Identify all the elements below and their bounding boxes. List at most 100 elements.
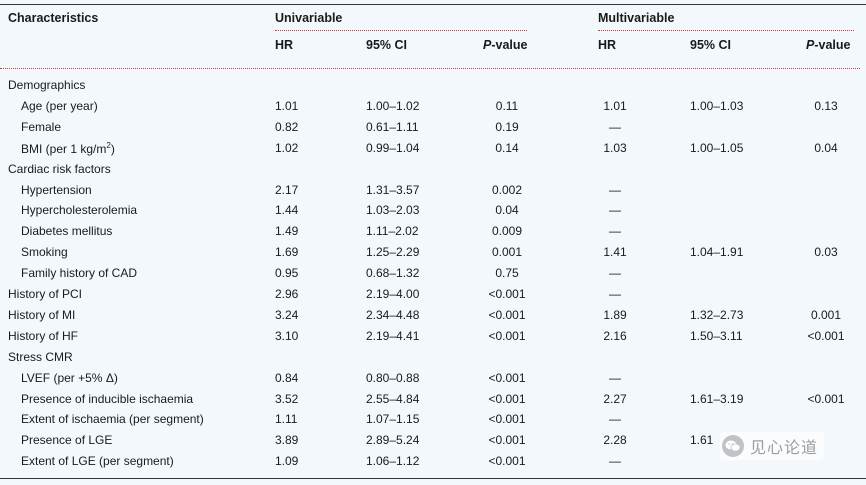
cell-ci-univariable: 2.55–4.84 bbox=[366, 391, 420, 406]
univariable-divider bbox=[275, 30, 527, 31]
cell-ci-multivariable: 1.00–1.05 bbox=[690, 140, 744, 155]
cell-p-multivariable: 0.04 bbox=[814, 140, 838, 155]
cell-ci-multivariable: 1.32–2.73 bbox=[690, 307, 744, 322]
table-row: Hypertension 2.17 1.31–3.57 0.002 — bbox=[0, 183, 866, 203]
header-p-univariable: P-value bbox=[483, 38, 528, 52]
cell-ci-univariable: 1.11–2.02 bbox=[366, 224, 419, 239]
multivariable-divider bbox=[598, 30, 854, 31]
cell-ci-univariable: 0.68–1.32 bbox=[366, 266, 420, 281]
cell-hr-multivariable: — bbox=[609, 119, 621, 134]
cell-ci-multivariable: 1.61 bbox=[690, 433, 714, 448]
cell-hr-univariable: 1.09 bbox=[275, 454, 299, 469]
table-row: History of MI 3.24 2.34–4.48 <0.001 1.89 1.32… bbox=[0, 308, 866, 328]
table-row: Smoking 1.69 1.25–2.29 0.001 1.41 1.04–1.91 0.… bbox=[0, 245, 866, 265]
wechat-icon bbox=[722, 435, 744, 457]
cell-hr-univariable: 1.11 bbox=[275, 412, 298, 427]
table-row: Presence of LGE 3.89 2.89–5.24 <0.001 2.28 1.… bbox=[0, 433, 866, 453]
cell-hr-multivariable: 1.01 bbox=[603, 98, 627, 113]
cell-p-multivariable: <0.001 bbox=[807, 391, 845, 406]
watermark-text: 见心论道 bbox=[750, 440, 819, 457]
cell-p-univariable: 0.001 bbox=[491, 245, 523, 260]
cell-hr-univariable: 1.01 bbox=[275, 98, 299, 113]
cell-hr-multivariable: — bbox=[609, 224, 621, 239]
cell-ci-univariable: 1.07–1.15 bbox=[366, 412, 420, 427]
row-label: Smoking bbox=[21, 245, 68, 260]
cell-ci-univariable: 2.34–4.48 bbox=[366, 307, 420, 322]
table-row: Age (per year) 1.01 1.00–1.02 0.11 1.01 1.00–… bbox=[0, 99, 866, 119]
watermark: 见心论道 bbox=[720, 432, 825, 460]
cell-ci-univariable: 2.19–4.41 bbox=[366, 328, 420, 343]
header-ci-multivariable: 95% CI bbox=[690, 38, 731, 52]
top-rule bbox=[0, 4, 866, 5]
cell-hr-multivariable: 2.27 bbox=[603, 391, 627, 406]
cell-hr-multivariable: — bbox=[609, 182, 621, 197]
cell-hr-univariable: 0.84 bbox=[275, 370, 299, 385]
cell-hr-univariable: 0.95 bbox=[275, 266, 299, 281]
cell-ci-univariable: 2.19–4.00 bbox=[366, 287, 420, 301]
cell-hr-univariable: 2.17 bbox=[275, 182, 299, 197]
row-label: Presence of inducible ischaemia bbox=[21, 391, 194, 406]
cell-p-multivariable: 0.03 bbox=[814, 245, 838, 260]
table-row: Extent of LGE (per segment) 1.09 1.06–1.12… bbox=[0, 454, 866, 474]
row-label: Family history of CAD bbox=[21, 266, 138, 281]
row-label: Cardiac risk factors bbox=[8, 161, 111, 176]
row-label: Hypertension bbox=[21, 182, 92, 197]
header-univariable: Univariable bbox=[275, 11, 343, 25]
cell-p-univariable: <0.001 bbox=[488, 307, 526, 322]
cell-p-univariable: <0.001 bbox=[488, 328, 526, 343]
row-label: Extent of LGE (per segment) bbox=[21, 454, 174, 469]
row-label: Diabetes mellitus bbox=[21, 224, 113, 239]
cell-ci-univariable: 1.31–3.57 bbox=[366, 182, 420, 197]
cell-hr-univariable: 1.69 bbox=[275, 245, 299, 260]
cell-hr-univariable: 3.52 bbox=[275, 391, 299, 406]
cell-p-univariable: <0.001 bbox=[488, 391, 526, 406]
row-label: Female bbox=[21, 119, 62, 134]
row-label: Age (per year) bbox=[21, 98, 98, 113]
cell-p-univariable: <0.001 bbox=[488, 412, 526, 427]
cell-ci-univariable: 2.89–5.24 bbox=[366, 433, 420, 448]
cell-ci-univariable: 1.00–1.02 bbox=[366, 98, 420, 113]
cell-hr-multivariable: — bbox=[609, 203, 621, 218]
cell-ci-univariable: 1.25–2.29 bbox=[366, 245, 420, 260]
cell-hr-univariable: 3.24 bbox=[275, 307, 299, 322]
cell-hr-multivariable: 1.03 bbox=[603, 140, 627, 155]
cell-p-univariable: <0.001 bbox=[488, 433, 526, 448]
cell-p-univariable: <0.001 bbox=[488, 370, 526, 385]
cell-hr-multivariable: — bbox=[609, 370, 621, 385]
bottom-rule bbox=[0, 478, 866, 479]
row-label: History of PCI bbox=[8, 287, 83, 301]
cell-hr-multivariable: 2.16 bbox=[603, 328, 627, 343]
cell-ci-univariable: 0.61–1.11 bbox=[366, 119, 419, 134]
cell-p-multivariable: <0.001 bbox=[807, 328, 845, 343]
cell-ci-multivariable: 1.00–1.03 bbox=[690, 98, 744, 113]
cell-hr-univariable: 2.96 bbox=[275, 287, 299, 301]
cell-hr-univariable: 3.89 bbox=[275, 433, 299, 448]
cell-p-multivariable: 0.13 bbox=[814, 98, 838, 113]
cell-hr-multivariable: 1.89 bbox=[603, 307, 627, 322]
cell-hr-univariable: 1.49 bbox=[275, 224, 299, 239]
cell-p-univariable: 0.14 bbox=[495, 140, 519, 155]
table-row: Family history of CAD 0.95 0.68–1.32 0.75 — bbox=[0, 266, 866, 286]
row-label: Stress CMR bbox=[8, 349, 73, 364]
cell-hr-multivariable: — bbox=[609, 266, 621, 281]
cell-hr-multivariable: — bbox=[609, 287, 621, 301]
header-hr-univariable: HR bbox=[275, 38, 294, 52]
cell-p-univariable: <0.001 bbox=[488, 287, 526, 301]
cell-hr-multivariable: — bbox=[609, 412, 621, 427]
table-row: Extent of ischaemia (per segment) 1.11 1.0… bbox=[0, 412, 866, 432]
cell-p-univariable: 0.19 bbox=[495, 119, 519, 134]
cell-p-univariable: <0.001 bbox=[488, 454, 526, 469]
cell-hr-univariable: 1.44 bbox=[275, 203, 299, 218]
cell-ci-univariable: 1.03–2.03 bbox=[366, 203, 420, 218]
table-row: History of PCI 2.96 2.19–4.00 <0.001 — bbox=[0, 287, 866, 307]
cell-hr-multivariable: 1.41 bbox=[603, 245, 627, 260]
table-row: Diabetes mellitus 1.49 1.11–2.02 0.009 — bbox=[0, 224, 866, 244]
table-row: Presence of inducible ischaemia 3.52 2.55–… bbox=[0, 392, 866, 412]
row-label: Hypercholesterolemia bbox=[21, 203, 138, 218]
cell-p-univariable: 0.75 bbox=[495, 266, 519, 281]
header-characteristics: Characteristics bbox=[8, 11, 99, 25]
table-row: Demographics bbox=[0, 78, 866, 98]
header-hr-multivariable: HR bbox=[598, 38, 617, 52]
header-p-multivariable: P-value bbox=[806, 38, 851, 52]
